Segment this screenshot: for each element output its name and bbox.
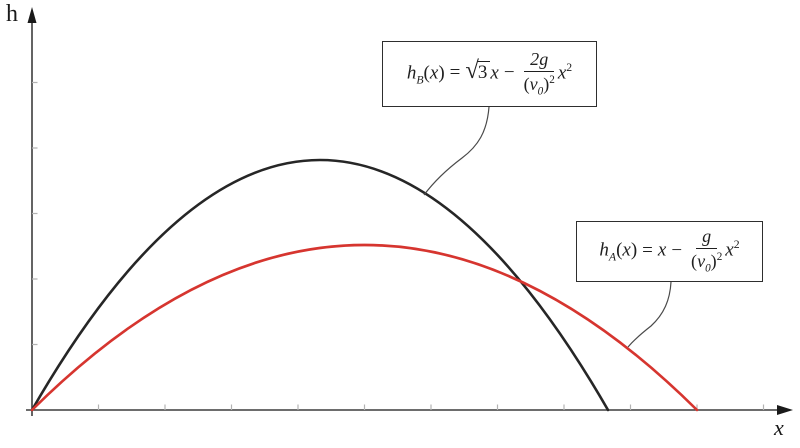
formula-box-hb: hB(x) = √3 x −2g (v0)2 x2 [382, 41, 597, 107]
formula-ha: hA(x) = x − g (v0)2 x2 [599, 227, 739, 275]
ha-x2: x [725, 239, 734, 261]
hb-subscript: B [416, 73, 424, 87]
hb-den-lparen: ( [523, 73, 530, 94]
ha-den-rparen: ) [710, 251, 717, 272]
h-axis-arrowhead-icon [27, 7, 37, 23]
hb-den-rparen: ) [543, 73, 550, 94]
leader-line-ha [627, 281, 672, 348]
h-axis-ticks [32, 81, 38, 346]
hb-fraction-denominator: (v0)2 [524, 72, 555, 98]
hb-rparen: ) [438, 62, 445, 84]
ha-minus: − [671, 239, 683, 261]
hb-lparen: ( [423, 62, 430, 84]
leader-line-hb [423, 106, 490, 196]
hb-den-sub: 0 [537, 85, 544, 98]
curve-hb [30, 158, 610, 412]
hb-fraction: 2g (v0)2 [524, 49, 555, 98]
hb-arg: x [429, 62, 439, 84]
curve-ha [30, 243, 699, 412]
ha-den-exponent: 2 [716, 251, 723, 264]
hb-radicand: 3 [476, 61, 491, 84]
hb-fraction-numerator: 2g [524, 49, 555, 72]
ha-equals: = [642, 239, 653, 261]
ha-den-lparen: ( [691, 251, 698, 272]
hb-x-term: x [490, 62, 499, 84]
formula-box-ha: hA(x) = x − g (v0)2 x2 [576, 221, 763, 282]
hb-x2-exponent: 2 [566, 61, 573, 75]
ha-den-sub: 0 [705, 262, 711, 275]
h-axis-label: h [6, 1, 18, 27]
ha-lparen: ( [616, 239, 623, 261]
hb-function-name: h [406, 62, 417, 84]
hb-den-exponent: 2 [549, 73, 555, 86]
sqrt-icon: √ [465, 57, 479, 85]
ha-function-name: h [599, 239, 609, 261]
ha-x-term: x [657, 239, 667, 261]
x-axis-label: x [774, 415, 784, 440]
ha-fraction: g (v0)2 [691, 227, 722, 275]
ha-rparen: ) [630, 239, 638, 261]
hb-x2: x [557, 62, 567, 84]
ha-den-v: v [697, 251, 706, 272]
hb-minus: − [503, 62, 515, 84]
x-axis-ticks [97, 404, 765, 410]
ha-x2-exponent: 2 [733, 238, 740, 252]
ha-fraction-numerator: g [696, 227, 718, 250]
ha-fraction-denominator: (v0)2 [691, 249, 722, 275]
formula-hb: hB(x) = √3 x −2g (v0)2 x2 [406, 49, 573, 98]
x-axis-arrowhead-icon [777, 405, 793, 415]
ha-arg: x [622, 239, 631, 261]
ha-subscript: A [608, 250, 617, 264]
hb-den-v: v [529, 73, 538, 94]
hb-equals: = [449, 62, 461, 84]
